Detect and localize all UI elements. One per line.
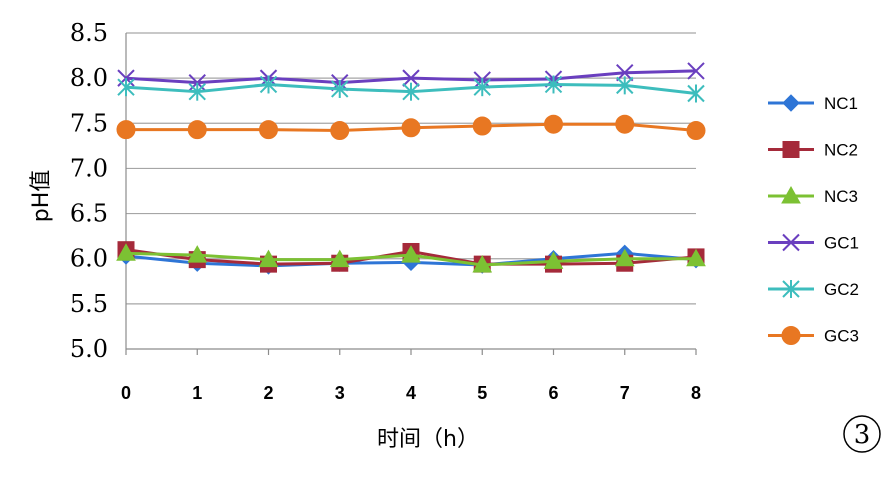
data-point [472, 116, 492, 136]
legend-label: GC1 [824, 234, 859, 253]
data-point [543, 251, 564, 269]
y-tick-label: 5.5 [70, 290, 108, 318]
y-tick-label: 6.0 [70, 245, 108, 273]
y-tick-label: 6.5 [70, 200, 108, 228]
data-point [117, 78, 135, 97]
x-tick-label: 5 [477, 383, 487, 403]
marker-stroke [782, 233, 800, 252]
x-tick-label: 4 [406, 383, 416, 403]
x-tick-label: 6 [548, 383, 558, 403]
legend-label: GC3 [824, 327, 859, 346]
legend-item: NC1 [768, 94, 858, 113]
data-point [614, 248, 635, 267]
y-axis-title: pH值 [29, 170, 54, 223]
legend-marker [782, 141, 800, 158]
x-tick-label: 1 [192, 383, 202, 403]
data-point [329, 249, 350, 268]
panel-label-text: 3 [854, 420, 871, 450]
x-tick-label: 0 [121, 383, 131, 403]
data-point [188, 82, 206, 101]
data-point [259, 75, 278, 94]
legend-marker [781, 185, 801, 204]
x-tick-label: 8 [691, 383, 701, 403]
data-point [687, 84, 705, 103]
panel-label: 3 [843, 415, 881, 453]
data-point [116, 120, 136, 140]
legend-item: NC2 [768, 141, 858, 160]
data-point [616, 64, 634, 82]
legend-item: GC1 [768, 234, 859, 253]
y-tick-label: 8.5 [70, 19, 108, 47]
data-point [330, 121, 350, 141]
marker-stroke [117, 69, 135, 87]
data-point [616, 76, 634, 95]
data-point [187, 245, 208, 263]
series-nc3 [116, 243, 706, 273]
y-tick-label: 5.0 [70, 335, 108, 363]
marker-stroke [687, 62, 705, 80]
legend-item: GC3 [768, 326, 859, 346]
legend-label: NC3 [824, 187, 858, 206]
legend: NC1 NC2 NC3 GC1 GC2 GC3 [768, 94, 859, 346]
y-tick-label: 7.0 [70, 154, 108, 182]
data-point [544, 75, 563, 94]
marker-stroke [402, 69, 420, 87]
data-point [473, 78, 491, 97]
series-layer [116, 62, 706, 275]
marker-stroke [188, 73, 206, 92]
data-point [331, 79, 349, 98]
data-point [117, 69, 135, 87]
x-tick-label: 7 [620, 383, 630, 403]
data-point [259, 120, 278, 140]
legend-marker [782, 233, 800, 252]
legend-label: GC2 [824, 280, 859, 299]
x-tick-label: 2 [263, 383, 273, 403]
series-gc3 [116, 114, 706, 141]
data-point [401, 118, 421, 138]
x-tick-label: 3 [335, 383, 345, 403]
y-tick-label: 7.5 [70, 109, 108, 137]
data-point [687, 62, 705, 80]
panel-label-circle [843, 415, 881, 453]
data-point [401, 245, 421, 263]
data-point [187, 120, 207, 140]
data-point [472, 255, 493, 273]
legend-label: NC2 [824, 141, 858, 160]
data-point [402, 82, 420, 101]
legend-label: NC1 [824, 94, 858, 113]
x-axis-title: 时间（h） [377, 427, 479, 452]
data-point [686, 121, 706, 141]
data-point [188, 73, 206, 92]
legend-item: NC3 [768, 185, 858, 206]
legend-marker [782, 280, 800, 298]
data-point [686, 248, 706, 267]
data-point [615, 114, 635, 134]
tick-labels: 5.0 5.5 6.0 6.5 7.0 7.5 8.0 8.5 0 1 2 3 4 5 6 7 8 [70, 19, 701, 403]
y-tick-label: 8.0 [70, 64, 108, 92]
legend-marker [781, 326, 801, 345]
data-point [544, 114, 563, 134]
legend-marker [782, 94, 800, 112]
legend-item: GC2 [768, 280, 859, 299]
series-gc2 [117, 75, 705, 103]
data-point [258, 249, 279, 268]
marker-stroke [616, 64, 634, 82]
data-point [116, 243, 136, 261]
data-point [402, 69, 420, 87]
